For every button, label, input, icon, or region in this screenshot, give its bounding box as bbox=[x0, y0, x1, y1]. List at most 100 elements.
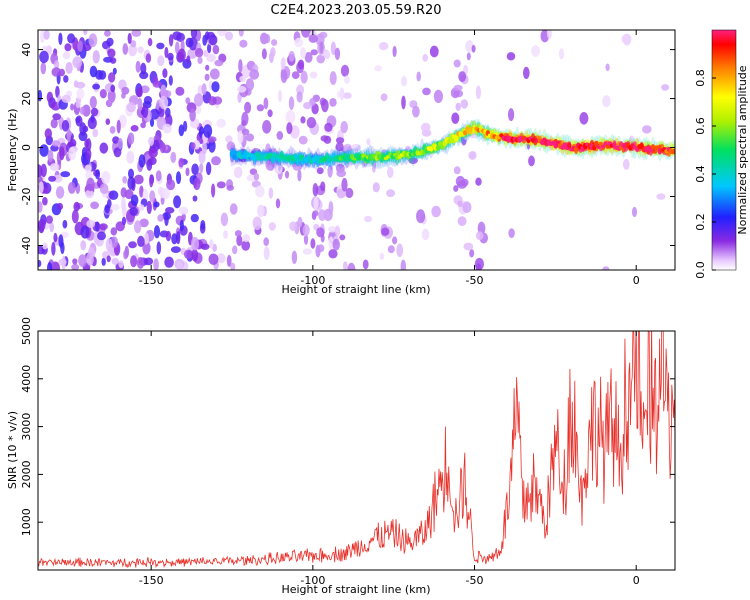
spectrogram-cell bbox=[316, 54, 326, 64]
colorbar-tick-label: 0.8 bbox=[694, 69, 707, 87]
spectrogram-cell bbox=[175, 86, 185, 96]
spectrogram-cell bbox=[379, 252, 385, 260]
spectrogram-cell bbox=[133, 174, 144, 185]
spectrogram-cell bbox=[392, 236, 398, 245]
spectrogram-cell bbox=[475, 231, 484, 241]
spectrogram-cell bbox=[153, 258, 159, 270]
spectrogram-cell bbox=[230, 262, 236, 270]
spectrogram-cell bbox=[226, 141, 236, 152]
spectrogram-cell bbox=[343, 261, 348, 270]
snr-background bbox=[38, 331, 675, 570]
spectrogram-cell bbox=[183, 249, 193, 259]
spectrogram-cell bbox=[122, 43, 129, 55]
spectrogram-cell bbox=[138, 154, 146, 168]
spectrogram-cell bbox=[286, 122, 293, 135]
spectrogram-cell bbox=[416, 209, 426, 224]
spectrogram-cell bbox=[128, 168, 134, 179]
spectrogram-cell bbox=[212, 44, 220, 55]
spectrogram-cell bbox=[205, 64, 210, 71]
spectrogram-cell bbox=[412, 105, 420, 118]
spectrogram-cell bbox=[168, 75, 173, 86]
spectrogram-cell bbox=[38, 219, 46, 231]
spectrogram-cell bbox=[90, 107, 99, 117]
spectrogram-cell bbox=[51, 140, 61, 147]
spectrogram-cell bbox=[46, 91, 54, 103]
spectrogram-cell bbox=[118, 260, 124, 269]
spectrogram-cell bbox=[147, 38, 153, 47]
spectrogram-cell bbox=[60, 171, 71, 178]
spectrogram-cell bbox=[317, 244, 325, 253]
spectrogram-cell bbox=[238, 30, 244, 37]
spectrogram-cell bbox=[95, 169, 101, 180]
spectrogram-cell bbox=[187, 48, 198, 59]
spectrogram-cell bbox=[274, 162, 283, 175]
spectrogram-cell bbox=[195, 47, 204, 58]
spectrogram-cell bbox=[408, 157, 418, 164]
snr-x-tick-label: -100 bbox=[300, 574, 325, 587]
spectrogram-cell bbox=[319, 41, 324, 55]
spectrogram-cell bbox=[309, 71, 318, 79]
spectrogram-cell bbox=[88, 33, 98, 48]
spectrogram-cell bbox=[431, 205, 441, 218]
spectrogram-cell bbox=[328, 236, 334, 251]
spectrogram-y-tick-label: 20 bbox=[20, 92, 33, 106]
spectrogram-cell bbox=[241, 240, 251, 251]
spectrogram-cell bbox=[263, 246, 270, 260]
spectrogram-cell bbox=[316, 227, 325, 238]
spectrogram-cell bbox=[72, 258, 78, 265]
spectrogram-ridge-cell bbox=[453, 135, 459, 141]
spectrogram-cell bbox=[178, 157, 184, 168]
spectrogram-cell bbox=[46, 215, 53, 224]
spectrogram-cell bbox=[220, 212, 229, 227]
spectrogram-cell bbox=[89, 96, 97, 109]
spectrogram-frame bbox=[37, 29, 676, 271]
colorbar-tick-label: 0.6 bbox=[694, 117, 707, 135]
spectrogram-cell bbox=[110, 227, 118, 236]
spectrogram-cell bbox=[90, 201, 99, 210]
spectrogram-cell bbox=[204, 73, 210, 81]
spectrogram-cell bbox=[661, 84, 670, 91]
spectrogram-cell bbox=[208, 253, 219, 265]
spectrogram-cell bbox=[139, 71, 149, 80]
spectrogram-cell bbox=[285, 110, 296, 124]
spectrogram-cell bbox=[387, 245, 395, 254]
spectrogram-cell bbox=[457, 180, 467, 189]
spectrogram-cell bbox=[51, 241, 56, 256]
spectrogram-cell bbox=[422, 87, 431, 96]
spectrogram-cell bbox=[300, 116, 306, 124]
spectrogram-cell bbox=[190, 142, 196, 150]
spectrogram-cell bbox=[475, 177, 482, 186]
spectrogram-cell bbox=[602, 266, 610, 270]
spectrogram-cell bbox=[289, 221, 297, 231]
spectrogram-cell bbox=[270, 47, 276, 58]
spectrogram-x-ticks: -150 -100 -50 0 bbox=[139, 30, 640, 287]
spectrogram-cell bbox=[52, 113, 61, 121]
spectrogram-ridge-cell bbox=[254, 152, 260, 157]
spectrogram-ridge bbox=[229, 118, 675, 171]
spectrogram-cell bbox=[191, 248, 199, 262]
spectrogram-cell bbox=[204, 31, 210, 40]
spectrogram-cell bbox=[126, 150, 135, 164]
spectrogram-cell bbox=[178, 206, 189, 215]
spectrogram-cell bbox=[71, 263, 80, 270]
spectrogram-cell bbox=[460, 99, 469, 109]
spectrogram-cell bbox=[207, 43, 212, 54]
spectrogram-cell bbox=[312, 210, 319, 217]
spectrogram-cell bbox=[190, 30, 197, 39]
spectrogram-cell bbox=[642, 125, 652, 134]
spectrogram-ridge-cell bbox=[306, 156, 312, 161]
spectrogram-ridge-cell bbox=[671, 148, 675, 155]
spectrogram-cell bbox=[42, 242, 48, 250]
spectrogram-cell bbox=[203, 50, 209, 57]
spectrogram-cell bbox=[306, 117, 317, 129]
spectrogram-cell bbox=[130, 40, 137, 48]
spectrogram-cell bbox=[68, 146, 76, 161]
spectrogram-cell bbox=[469, 249, 475, 258]
spectrogram-cell bbox=[161, 188, 170, 200]
spectrogram-cell bbox=[149, 118, 155, 127]
spectrogram-cell bbox=[75, 100, 81, 109]
spectrogram-cell bbox=[152, 80, 163, 88]
spectrogram-cell bbox=[137, 46, 144, 54]
spectrogram-cell bbox=[288, 50, 295, 62]
spectrogram-cell bbox=[112, 136, 120, 144]
